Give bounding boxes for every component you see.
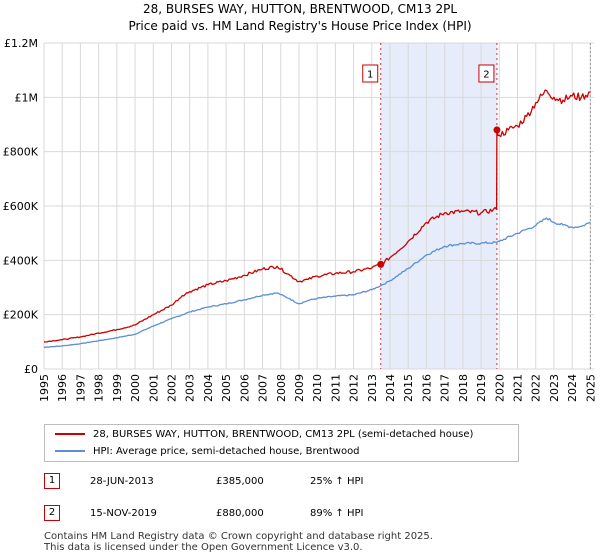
legend-line-property xyxy=(55,433,85,435)
x-tick-label: 1999 xyxy=(111,374,124,402)
x-tick-label: 2022 xyxy=(530,374,543,402)
y-tick-label: £200K xyxy=(3,309,39,322)
x-tick-label: 1997 xyxy=(74,374,87,402)
x-tick-label: 2020 xyxy=(493,374,506,402)
transaction-row: 1 28-JUN-2013 £385,000 25% ↑ HPI xyxy=(44,473,584,491)
x-tick-label: 2005 xyxy=(220,374,233,402)
x-tick-label: 2015 xyxy=(402,374,415,402)
y-tick-label: £1.2M xyxy=(4,37,38,50)
x-tick-label: 1995 xyxy=(38,374,51,402)
transaction-hpi-change: 89% ↑ HPI xyxy=(310,508,364,519)
x-tick-label: 2025 xyxy=(584,374,597,402)
x-tick-label: 2018 xyxy=(457,374,470,402)
legend: 28, BURSES WAY, HUTTON, BRENTWOOD, CM13 … xyxy=(44,424,519,462)
x-tick-label: 2007 xyxy=(257,374,270,402)
transaction-row: 2 15-NOV-2019 £880,000 89% ↑ HPI xyxy=(44,505,584,523)
x-tick-label: 2012 xyxy=(348,374,361,402)
transaction-marker-box xyxy=(478,64,495,83)
transaction-badge: 2 xyxy=(44,505,60,521)
legend-item-hpi: HPI: Average price, semi-detached house,… xyxy=(55,444,360,460)
chart-title: 28, BURSES WAY, HUTTON, BRENTWOOD, CM13 … xyxy=(142,2,458,16)
transaction-badge: 1 xyxy=(44,473,60,489)
transaction-date: 28-JUN-2013 xyxy=(90,476,154,487)
x-tick-label: 2006 xyxy=(238,374,251,402)
x-tick-label: 2011 xyxy=(329,374,342,402)
legend-line-hpi xyxy=(55,450,85,452)
footer-copyright: Contains HM Land Registry data © Crown c… xyxy=(44,531,433,542)
legend-label-hpi: HPI: Average price, semi-detached house,… xyxy=(93,446,360,457)
x-tick-label: 2002 xyxy=(165,374,178,402)
chart-subtitle: Price paid vs. HM Land Registry's House … xyxy=(128,19,472,33)
transaction-marker-box xyxy=(362,64,379,83)
transaction-price: £385,000 xyxy=(216,476,264,487)
y-tick-label: £0 xyxy=(24,363,38,376)
x-tick-label: 2001 xyxy=(147,374,160,402)
transaction-marker-label: 2 xyxy=(483,70,489,81)
transaction-marker-label: 1 xyxy=(367,70,373,81)
x-tick-label: 2008 xyxy=(275,374,288,402)
x-tick-label: 2017 xyxy=(439,374,452,402)
x-tick-label: 1998 xyxy=(93,374,106,402)
x-tick-label: 2019 xyxy=(475,374,488,402)
x-tick-label: 2023 xyxy=(548,374,561,402)
transaction-point xyxy=(377,260,385,268)
hpi-line xyxy=(43,217,591,348)
x-tick-label: 2016 xyxy=(420,374,433,402)
legend-item-property: 28, BURSES WAY, HUTTON, BRENTWOOD, CM13 … xyxy=(55,427,473,443)
x-tick-label: 2000 xyxy=(129,374,142,402)
x-tick-label: 2010 xyxy=(311,374,324,402)
y-tick-label: £600K xyxy=(3,200,39,213)
x-tick-label: 2009 xyxy=(293,374,306,402)
y-tick-label: £1M xyxy=(15,91,39,104)
transaction-point xyxy=(493,126,501,134)
transaction-hpi-change: 25% ↑ HPI xyxy=(310,476,364,487)
x-tick-label: 2021 xyxy=(512,374,525,402)
legend-label-property: 28, BURSES WAY, HUTTON, BRENTWOOD, CM13 … xyxy=(93,429,474,440)
property-price-line xyxy=(43,89,591,343)
x-tick-label: 2003 xyxy=(184,374,197,402)
y-tick-label: £800K xyxy=(3,146,39,159)
x-tick-label: 2004 xyxy=(202,374,215,402)
x-tick-label: 2024 xyxy=(566,374,579,402)
y-tick-label: £400K xyxy=(3,254,39,267)
x-tick-label: 2014 xyxy=(384,374,397,402)
x-tick-label: 2013 xyxy=(366,374,379,402)
transaction-price: £880,000 xyxy=(216,508,264,519)
price-chart: 1 2 £0 £200K £400K £600K £800K £1M £1.2M 1995 199… xyxy=(3,37,598,402)
transaction-date: 15-NOV-2019 xyxy=(90,508,157,519)
x-tick-label: 1996 xyxy=(56,374,69,402)
footer-license: This data is licensed under the Open Gov… xyxy=(44,542,363,553)
